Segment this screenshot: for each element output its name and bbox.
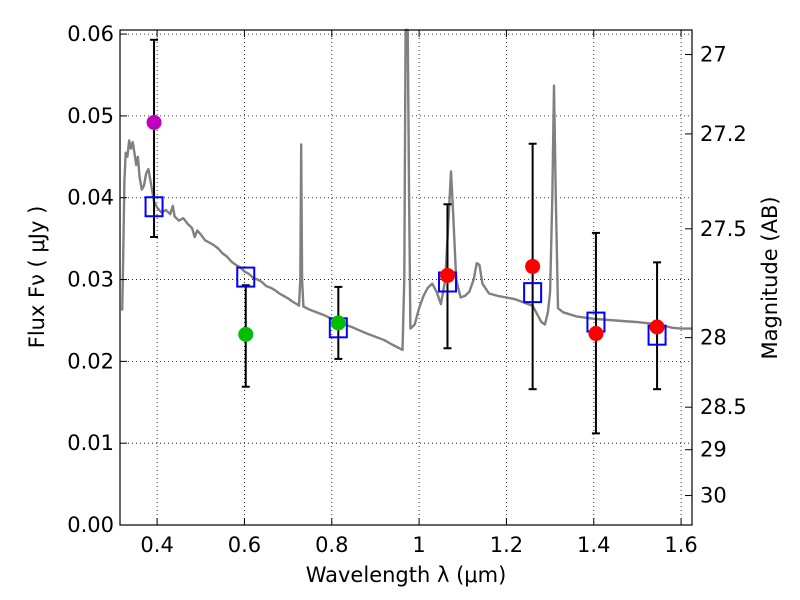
y-tick-label-2: 0.02 bbox=[67, 349, 114, 373]
y2-tick-label-1: 27.2 bbox=[700, 122, 747, 146]
observed-point-0 bbox=[146, 114, 162, 130]
model-square-0 bbox=[144, 196, 164, 218]
y2-axis-label: Magnitude (AB) bbox=[758, 196, 782, 359]
y-tick-label-3: 0.03 bbox=[67, 268, 114, 292]
model-square-1 bbox=[236, 266, 256, 288]
x-axis-label: Wavelength λ (μm) bbox=[306, 563, 507, 587]
y2-tick-label-4: 28.5 bbox=[700, 395, 747, 419]
y2-tick-label-2: 27.5 bbox=[700, 217, 747, 241]
y-tick-label-1: 0.01 bbox=[67, 431, 114, 455]
y2-tick-label-5: 29 bbox=[700, 438, 727, 462]
axis-ticks bbox=[120, 30, 692, 526]
x-tick-label-6: 1.6 bbox=[664, 533, 697, 557]
x-tick-label-4: 1.2 bbox=[490, 533, 523, 557]
observed-point-5 bbox=[588, 326, 604, 342]
y2-tick-label-0: 27 bbox=[700, 43, 727, 67]
observed-point-6 bbox=[649, 319, 665, 335]
y-tick-label-6: 0.06 bbox=[67, 22, 114, 46]
sed-line-path bbox=[121, 28, 692, 352]
plot-frame bbox=[119, 29, 693, 526]
x-tick-label-1: 0.6 bbox=[228, 533, 261, 557]
x-tick-label-5: 1.4 bbox=[577, 533, 610, 557]
x-tick-label-2: 0.8 bbox=[315, 533, 348, 557]
x-tick-label-0: 0.4 bbox=[140, 533, 173, 557]
y-tick-label-0: 0.00 bbox=[67, 513, 114, 537]
y2-tick-label-3: 28 bbox=[700, 326, 727, 350]
observed-point-4 bbox=[525, 258, 541, 274]
y-tick-labels: 0.00 0.01 0.02 0.03 0.04 0.05 0.06 bbox=[67, 22, 114, 537]
observed-point-1 bbox=[238, 326, 254, 342]
magnitude-tick-labels: 27 27.2 27.5 28 28.5 29 30 bbox=[700, 43, 747, 508]
x-tick-labels: 0.4 0.6 0.8 1 1.2 1.4 1.6 bbox=[140, 533, 697, 557]
model-square-4 bbox=[523, 282, 543, 304]
y2-tick-label-6: 30 bbox=[700, 484, 727, 508]
observed-flux-markers bbox=[146, 114, 665, 342]
observed-point-2 bbox=[330, 315, 346, 331]
y-tick-label-4: 0.04 bbox=[67, 186, 114, 210]
y-tick-label-5: 0.05 bbox=[67, 104, 114, 128]
y-axis-label: Flux Fν ( μJy ) bbox=[25, 206, 49, 349]
model-sed-curve bbox=[121, 28, 692, 352]
observed-point-3 bbox=[439, 267, 455, 283]
x-tick-label-3: 1 bbox=[412, 533, 425, 557]
